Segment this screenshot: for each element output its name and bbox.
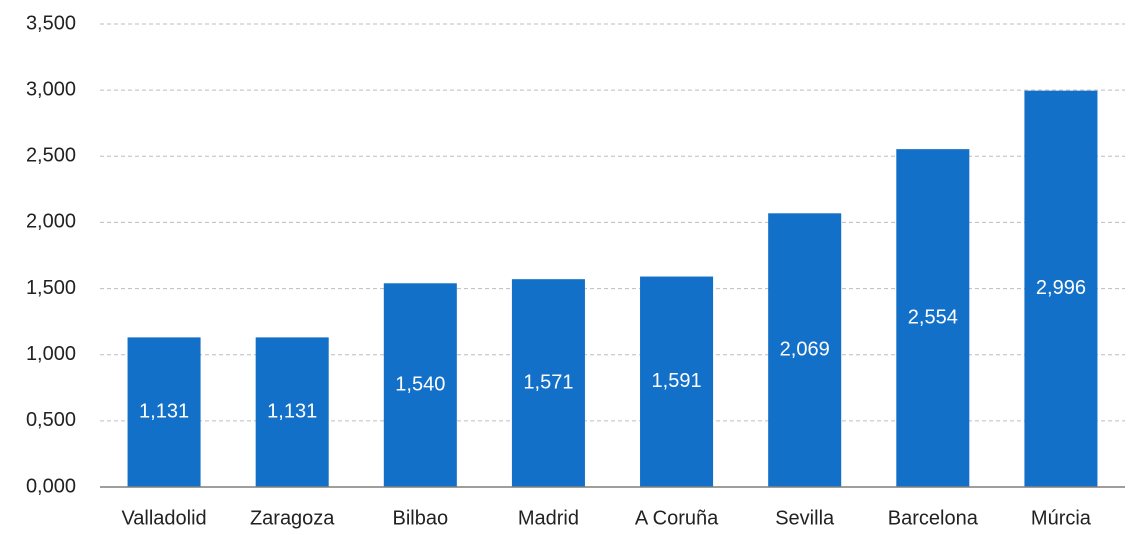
y-tick-label: 3,500 bbox=[26, 12, 76, 34]
data-label: 2,069 bbox=[780, 338, 830, 360]
bar bbox=[1024, 90, 1098, 487]
bar bbox=[127, 337, 201, 487]
data-label: 1,540 bbox=[395, 373, 445, 395]
bar bbox=[383, 283, 457, 487]
data-label: 1,571 bbox=[523, 371, 573, 393]
data-label: 2,996 bbox=[1036, 277, 1086, 299]
x-tick-label: Barcelona bbox=[888, 507, 979, 529]
data-label: 1,131 bbox=[139, 400, 189, 422]
y-tick-label: 0,500 bbox=[26, 409, 76, 431]
y-tick-label: 1,500 bbox=[26, 277, 76, 299]
bar bbox=[640, 276, 714, 487]
y-tick-label: 3,000 bbox=[26, 78, 76, 100]
y-tick-label: 2,500 bbox=[26, 145, 76, 167]
x-tick-label: Valladolid bbox=[121, 507, 206, 529]
bar bbox=[255, 337, 329, 487]
data-label: 2,554 bbox=[908, 306, 958, 328]
x-tick-label: Múrcia bbox=[1031, 507, 1092, 529]
x-tick-label: A Coruña bbox=[635, 507, 719, 529]
data-label: 1,591 bbox=[652, 370, 702, 392]
y-tick-label: 2,000 bbox=[26, 211, 76, 233]
x-tick-label: Madrid bbox=[518, 507, 579, 529]
y-tick-label: 0,000 bbox=[26, 475, 76, 497]
bar bbox=[511, 279, 585, 487]
data-label: 1,131 bbox=[267, 400, 317, 422]
bar bbox=[896, 149, 970, 488]
bar bbox=[768, 213, 842, 488]
x-tick-label: Zaragoza bbox=[250, 507, 335, 529]
x-tick-label: Sevilla bbox=[775, 507, 835, 529]
y-tick-label: 1,000 bbox=[26, 343, 76, 365]
x-tick-label: Bilbao bbox=[393, 507, 449, 529]
